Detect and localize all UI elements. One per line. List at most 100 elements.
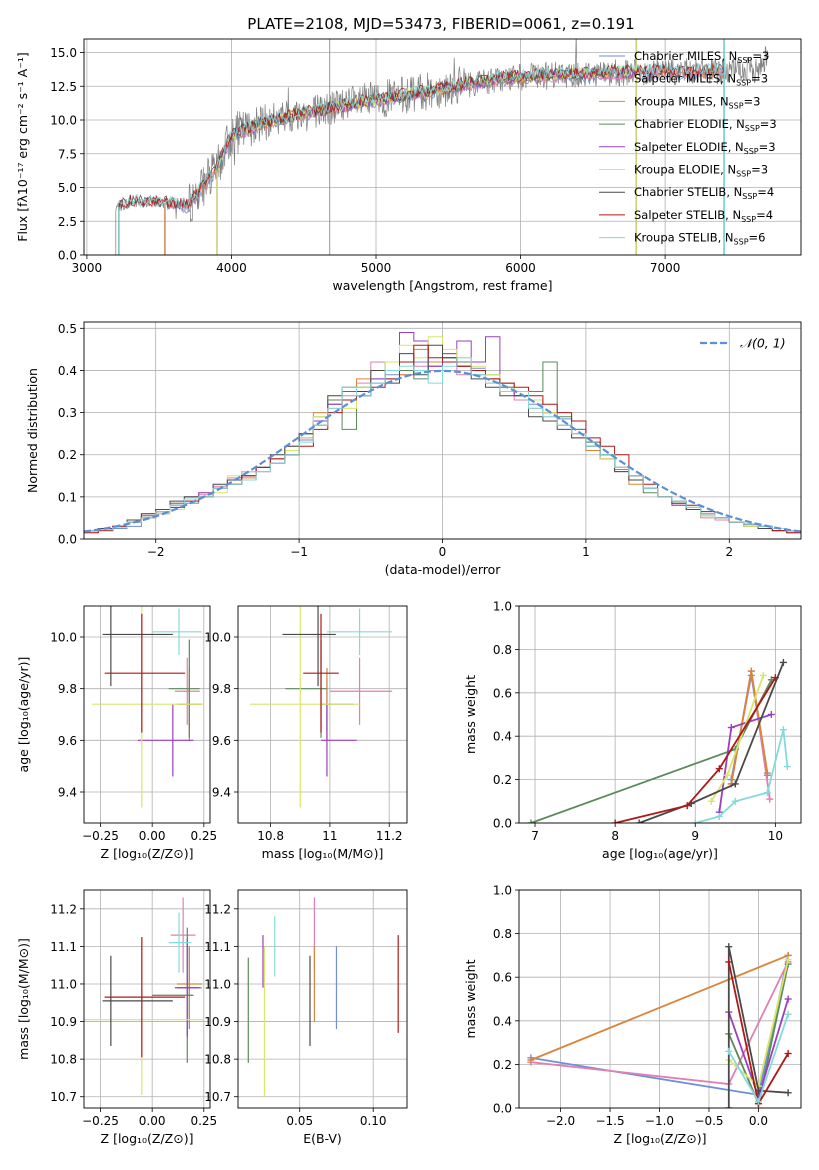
y-tick-label: 9.8 (58, 682, 77, 696)
x-axis-label: Z [log₁₀(Z/Z⊙)] (614, 1131, 707, 1146)
x-tick-label: 5000 (361, 261, 392, 275)
x-tick-label: 0.05 (286, 1114, 313, 1128)
x-tick-label: 6000 (505, 261, 536, 275)
y-tick-label: 11.0 (204, 977, 231, 991)
error-point (174, 657, 200, 725)
chart-age_vs_mass: 10.8 11 11.2 9.4 9.6 9.8 10.0 mass [log₁₀(M/M⊙)… (204, 605, 408, 861)
y-tick-label: 0.0 (58, 533, 77, 547)
x-axis-label: Z [log₁₀(Z/Z⊙)] (101, 846, 194, 861)
y-tick-label: 10.7 (50, 1090, 77, 1104)
legend-label: Chabrier ELODIE, NSSP=3 (634, 117, 777, 133)
error-point (102, 606, 173, 687)
y-tick-label: 2.5 (58, 215, 77, 229)
x-tick-label: 11 (322, 829, 337, 843)
legend-label: Kroupa MILES, NSSP=3 (634, 94, 760, 110)
x-tick-label: −2 (147, 545, 165, 559)
plot-area (84, 897, 204, 1095)
grid (84, 606, 210, 823)
x-tick-label: −0.25 (82, 1114, 119, 1128)
x-tick-label: 0.0 (749, 1114, 768, 1128)
y-tick-label: 11.2 (50, 902, 77, 916)
error-point (168, 912, 192, 973)
chart-mass_vs_EBV: 0.05 0.10 10.7 10.8 10.9 11.0 11.1 11.2 E(B-V) (204, 889, 408, 1146)
x-tick-label: 10 (768, 829, 783, 843)
plot-area (115, 39, 770, 255)
legend-label: Chabrier MILES, NSSP=3 (634, 49, 769, 65)
x-tick-label: −1.5 (595, 1114, 624, 1128)
y-tick-label: 0.2 (493, 773, 512, 787)
y-tick-label: 0.6 (493, 686, 512, 700)
x-tick-label: −0.5 (694, 1114, 723, 1128)
error-point (168, 639, 200, 738)
error-point (282, 606, 336, 687)
x-tick-label: 0.25 (190, 1114, 217, 1128)
error-point (249, 606, 360, 808)
y-tick-label: 0.5 (58, 322, 77, 336)
legend-label: Kroupa STELIB, NSSP=6 (634, 231, 765, 247)
grid (238, 606, 407, 823)
error-point (174, 938, 200, 1037)
x-axis-label: wavelength [Angstrom, rest frame] (332, 278, 552, 293)
plot-area (247, 897, 399, 1097)
y-tick-label: 0.3 (58, 406, 77, 420)
x-tick-label: 3000 (72, 261, 103, 275)
y-tick-label: 9.6 (212, 734, 231, 748)
y-axis-label: mass weight (463, 959, 478, 1038)
axes-frame (237, 889, 408, 1109)
x-tick-label: −2.0 (546, 1114, 575, 1128)
legend-label: Salpeter MILES, NSSP=3 (634, 72, 768, 88)
chart-residuals: −2 −1 0 1 2 0.0 0.1 0.2 0.3 0.4 0.5 (data-model)/er… (25, 321, 802, 577)
x-axis-label: E(B-V) (303, 1131, 342, 1146)
mass-weight-line (727, 946, 789, 1108)
y-axis-label: age [log₁₀(age/yr)] (16, 657, 31, 773)
y-tick-label: 1.0 (493, 600, 512, 614)
legend-label: Salpeter ELODIE, NSSP=3 (634, 140, 776, 156)
chart-massweight_vs_Z: −2.0 −1.5 −1.0 −0.5 0.0 0.0 0.2 0.4 0.6 0.8 1.0 Z [… (463, 884, 802, 1146)
x-axis-label: Z [log₁₀(Z/Z⊙)] (101, 1131, 194, 1146)
y-tick-label: 0.1 (58, 490, 77, 504)
y-tick-label: 1.0 (493, 884, 512, 898)
x-tick-label: 11.2 (376, 829, 403, 843)
y-axis-label: Flux [fλ10⁻¹⁷ erg cm⁻² s⁻¹ A⁻¹] (15, 52, 30, 241)
x-tick-label: 0.00 (139, 1114, 166, 1128)
x-tick-label: 4000 (216, 261, 247, 275)
error-point (326, 608, 393, 656)
y-tick-label: 11.2 (204, 902, 231, 916)
y-tick-label: 10.8 (204, 1053, 231, 1067)
y-tick-label: 0.0 (493, 1102, 512, 1116)
y-axis-label: mass [log₁₀(M/M⊙)] (16, 938, 31, 1060)
y-tick-label: 10.0 (50, 631, 77, 645)
axes-frame (83, 605, 211, 824)
legend: 𝒩(0, 1) (700, 336, 786, 351)
x-tick-label: 0.25 (190, 829, 217, 843)
y-tick-label: 11.1 (204, 940, 231, 954)
grid (84, 890, 210, 1108)
axes-frame (83, 889, 211, 1109)
x-tick-label: 0.10 (360, 1114, 387, 1128)
y-axis-label: Normed distribution (25, 368, 40, 493)
error-point (321, 704, 357, 777)
grid (519, 889, 801, 1109)
error-point (102, 955, 173, 1046)
y-tick-label: 11.1 (50, 940, 77, 954)
error-point (303, 613, 339, 733)
x-axis-label: age [log₁₀(age/yr)] (602, 846, 718, 861)
y-tick-label: 9.8 (212, 682, 231, 696)
axes-frame (518, 605, 802, 824)
legend-label: Salpeter STELIB, NSSP=4 (634, 208, 773, 224)
model-spectrum-line (118, 63, 725, 211)
chart-massweight_vs_age: 7 8 9 10 0.0 0.2 0.4 0.6 0.8 1.0 age [log₁₀(age/yr… (463, 600, 802, 861)
mass-weight-line (638, 662, 785, 823)
x-tick-label: 0.00 (139, 829, 166, 843)
grid (238, 890, 407, 1108)
x-tick-label: 9 (691, 829, 699, 843)
y-tick-label: 15.0 (50, 46, 77, 60)
error-point (176, 946, 202, 1022)
y-tick-label: 9.6 (58, 734, 77, 748)
axes-frame (83, 38, 802, 256)
y-tick-label: 0.2 (493, 1058, 512, 1072)
x-tick-label: 2 (725, 545, 733, 559)
mass-weight-line (614, 677, 777, 823)
legend: Chabrier MILES, NSSP=3 Salpeter MILES, NS… (599, 49, 777, 247)
